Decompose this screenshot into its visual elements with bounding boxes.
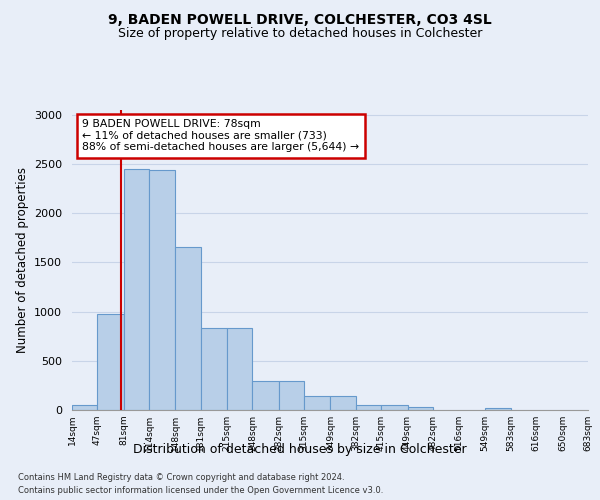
Text: 9 BADEN POWELL DRIVE: 78sqm
← 11% of detached houses are smaller (733)
88% of se: 9 BADEN POWELL DRIVE: 78sqm ← 11% of det… [82, 119, 359, 152]
Bar [279, 382, 304, 410]
Bar [331, 396, 356, 410]
Y-axis label: Number of detached properties: Number of detached properties [16, 167, 29, 353]
Bar [201, 328, 227, 410]
Text: Contains public sector information licensed under the Open Government Licence v3: Contains public sector information licen… [18, 486, 383, 495]
Bar [485, 408, 511, 410]
Text: Distribution of detached houses by size in Colchester: Distribution of detached houses by size … [133, 442, 467, 456]
Bar [304, 396, 331, 410]
Text: 9, BADEN POWELL DRIVE, COLCHESTER, CO3 4SL: 9, BADEN POWELL DRIVE, COLCHESTER, CO3 4… [108, 12, 492, 26]
Bar [356, 404, 381, 410]
Bar [253, 382, 279, 410]
Bar [381, 404, 407, 410]
Bar [72, 404, 97, 410]
Bar [175, 246, 201, 410]
Text: Contains HM Land Registry data © Crown copyright and database right 2024.: Contains HM Land Registry data © Crown c… [18, 472, 344, 482]
Bar [407, 406, 433, 410]
Text: Size of property relative to detached houses in Colchester: Size of property relative to detached ho… [118, 28, 482, 40]
Bar [149, 170, 175, 410]
Bar [124, 169, 149, 410]
Bar [97, 314, 124, 410]
Bar [227, 328, 253, 410]
